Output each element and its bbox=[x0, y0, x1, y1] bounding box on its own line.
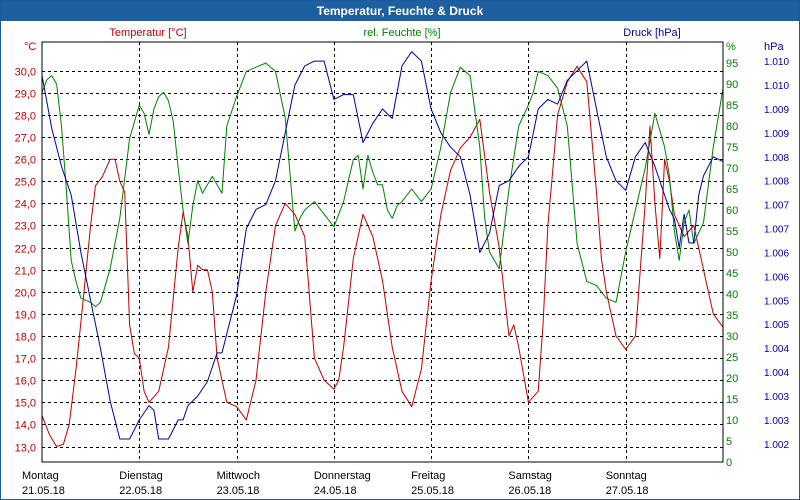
pressure-unit-label: hPa bbox=[764, 41, 784, 53]
x-date-label: 25.05.18 bbox=[411, 485, 454, 497]
temperature-tick-label: 18,0 bbox=[15, 332, 36, 344]
pressure-tick-label: 1.007 bbox=[764, 201, 789, 212]
axes-labels: 13,0 14,0 15,0 16,0 17,0 18,0 19,0 20,0 21,0 22,0… bbox=[15, 27, 790, 497]
x-day-label: Dienstag bbox=[119, 470, 162, 482]
humidity-tick-label: 30 bbox=[726, 331, 738, 343]
humidity-tick-label: 50 bbox=[726, 247, 738, 259]
temperature-tick-label: 14,0 bbox=[15, 420, 36, 432]
pressure-tick-label: 1.006 bbox=[764, 248, 789, 259]
temperature-tick-label: 13,0 bbox=[15, 443, 36, 455]
humidity-tick-label: 85 bbox=[726, 100, 738, 112]
pressure-tick-label: 1.003 bbox=[764, 416, 789, 427]
temperature-tick-label: 25,0 bbox=[15, 177, 36, 189]
x-day-label: Donnerstag bbox=[314, 470, 371, 482]
series-line-humidity bbox=[41, 62, 724, 308]
temperature-tick-label: 23,0 bbox=[15, 221, 36, 233]
humidity-tick-label: 90 bbox=[726, 79, 738, 91]
humidity-tick-label: 25 bbox=[726, 352, 738, 364]
humidity-tick-label: 60 bbox=[726, 205, 738, 217]
humidity-axis-title: rel. Feuchte [%] bbox=[363, 27, 440, 39]
x-day-label: Sonntag bbox=[606, 470, 647, 482]
x-date-label: 26.05.18 bbox=[508, 485, 551, 497]
humidity-tick-label: 75 bbox=[726, 142, 738, 154]
humidity-tick-label: 65 bbox=[726, 184, 738, 196]
humidity-tick-label: 40 bbox=[726, 289, 738, 301]
pressure-tick-label: 1.010 bbox=[764, 81, 789, 92]
humidity-tick-label: 95 bbox=[726, 58, 738, 70]
humidity-tick-label: 45 bbox=[726, 268, 738, 280]
x-date-label: 27.05.18 bbox=[606, 485, 649, 497]
pressure-tick-label: 1.002 bbox=[764, 440, 789, 451]
series-line-temperature bbox=[41, 65, 724, 447]
pressure-tick-label: 1.006 bbox=[764, 272, 789, 283]
pressure-tick-label: 1.004 bbox=[764, 344, 789, 355]
x-date-label: 23.05.18 bbox=[217, 485, 260, 497]
temperature-tick-label: 30,0 bbox=[15, 67, 36, 79]
humidity-tick-label: 0 bbox=[726, 457, 732, 469]
x-day-label: Montag bbox=[22, 470, 59, 482]
temperature-tick-label: 27,0 bbox=[15, 133, 36, 145]
humidity-tick-label: 80 bbox=[726, 121, 738, 133]
temperature-tick-label: 17,0 bbox=[15, 354, 36, 366]
humidity-tick-label: 35 bbox=[726, 310, 738, 322]
temperature-tick-label: 29,0 bbox=[15, 89, 36, 101]
temperature-unit-label: °C bbox=[24, 41, 36, 53]
temperature-tick-label: 24,0 bbox=[15, 199, 36, 211]
pressure-tick-label: 1.005 bbox=[764, 296, 789, 307]
humidity-tick-label: 10 bbox=[726, 415, 738, 427]
temperature-tick-label: 26,0 bbox=[15, 155, 36, 167]
humidity-tick-label: 55 bbox=[726, 226, 738, 238]
x-day-label: Samstag bbox=[508, 470, 551, 482]
humidity-tick-label: 15 bbox=[726, 394, 738, 406]
humidity-unit-label: % bbox=[726, 41, 736, 53]
humidity-tick-label: 20 bbox=[726, 373, 738, 385]
x-date-label: 22.05.18 bbox=[119, 485, 162, 497]
pressure-tick-label: 1.004 bbox=[764, 368, 789, 379]
temperature-tick-label: 20,0 bbox=[15, 288, 36, 300]
humidity-tick-label: 5 bbox=[726, 436, 732, 448]
pressure-tick-label: 1.009 bbox=[764, 129, 789, 140]
temperature-tick-label: 19,0 bbox=[15, 310, 36, 322]
pressure-tick-label: 1.007 bbox=[764, 225, 789, 236]
temperature-tick-label: 21,0 bbox=[15, 266, 36, 278]
temperature-tick-label: 16,0 bbox=[15, 376, 36, 388]
pressure-tick-label: 1.009 bbox=[764, 105, 789, 116]
series-lines bbox=[41, 51, 724, 447]
temperature-tick-label: 15,0 bbox=[15, 398, 36, 410]
pressure-tick-label: 1.008 bbox=[764, 153, 789, 164]
chart-title: Temperatur, Feuchte & Druck bbox=[1, 1, 799, 21]
x-date-label: 24.05.18 bbox=[314, 485, 357, 497]
pressure-tick-label: 1.010 bbox=[764, 57, 789, 68]
x-day-label: Mittwoch bbox=[217, 470, 260, 482]
plot-area-frame bbox=[41, 41, 724, 463]
temperature-axis-title: Temperatur [°C] bbox=[109, 27, 186, 39]
pressure-tick-label: 1.005 bbox=[764, 320, 789, 331]
x-date-label: 21.05.18 bbox=[22, 485, 65, 497]
temperature-tick-label: 22,0 bbox=[15, 244, 36, 256]
pressure-axis-title: Druck [hPa] bbox=[623, 27, 680, 39]
grid bbox=[42, 42, 723, 462]
pressure-tick-label: 1.008 bbox=[764, 177, 789, 188]
series-line-pressure bbox=[41, 51, 724, 440]
pressure-tick-label: 1.003 bbox=[764, 392, 789, 403]
temperature-tick-label: 28,0 bbox=[15, 111, 36, 123]
x-day-label: Freitag bbox=[411, 470, 445, 482]
humidity-tick-label: 70 bbox=[726, 163, 738, 175]
